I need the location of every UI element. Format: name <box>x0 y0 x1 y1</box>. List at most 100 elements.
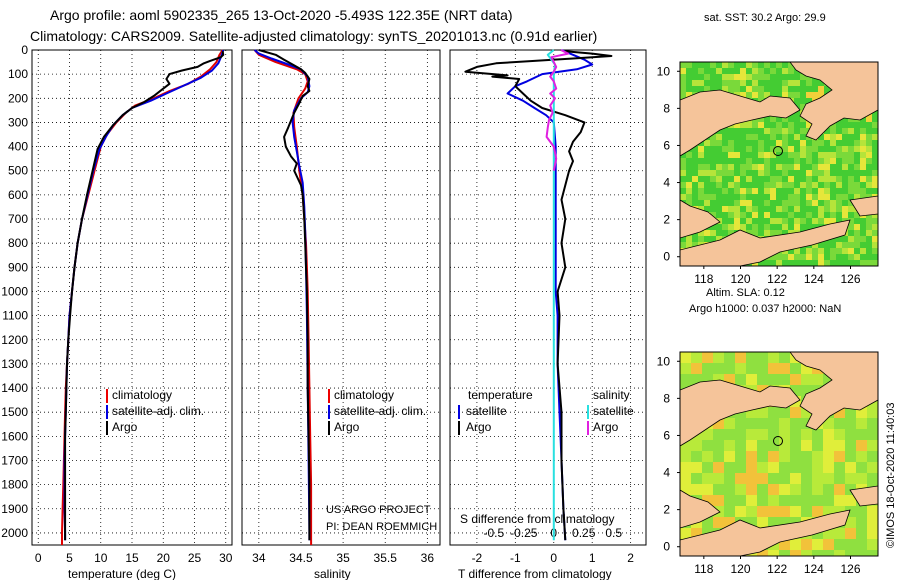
s-tick-label: 0.25 <box>572 526 596 540</box>
map-cell <box>728 182 734 188</box>
map-cell <box>794 176 800 182</box>
map-cell <box>752 170 758 176</box>
map-cell <box>854 194 860 200</box>
map-cell <box>782 80 788 86</box>
map-cell <box>860 128 866 134</box>
map-cell <box>830 122 836 128</box>
map-cell <box>845 429 856 440</box>
map-cell <box>823 550 834 556</box>
map-cell <box>824 86 830 92</box>
map-cell <box>794 212 800 218</box>
map-cell <box>860 242 866 248</box>
map-cell <box>836 146 842 152</box>
map-cell <box>702 462 713 473</box>
map-cell <box>735 418 746 429</box>
map-cell <box>680 484 691 495</box>
map-cell <box>818 86 824 92</box>
map-cell <box>794 248 800 254</box>
map-cell <box>867 506 878 517</box>
map-cell <box>845 528 856 539</box>
map-cell <box>794 146 800 152</box>
map-lon-tick-label: 124 <box>804 562 824 576</box>
map-cell <box>764 200 770 206</box>
map-cell <box>788 164 794 170</box>
map-cell <box>746 80 752 86</box>
map-cell <box>836 176 842 182</box>
map-lat-tick-label: 4 <box>663 176 670 190</box>
land-polygon <box>680 489 721 529</box>
map-cell <box>800 164 806 170</box>
map-cell <box>734 206 740 212</box>
map-cell <box>746 170 752 176</box>
map-cell <box>776 254 782 260</box>
map-cell <box>746 429 757 440</box>
map-cell <box>722 86 728 92</box>
depth-tick-label: 1600 <box>1 429 28 443</box>
series-s-satellite-line <box>546 49 556 541</box>
map-cell <box>848 176 854 182</box>
map-cell <box>686 164 692 170</box>
map-cell <box>710 146 716 152</box>
depth-tick-label: 500 <box>8 164 28 178</box>
map-cell <box>758 116 764 122</box>
map-cell <box>788 170 794 176</box>
map-cell <box>746 206 752 212</box>
map-cell <box>806 170 812 176</box>
map-cell <box>740 176 746 182</box>
map-cell <box>860 230 866 236</box>
map-cell <box>764 218 770 224</box>
map-cell <box>716 152 722 158</box>
series-s-argo-line <box>545 49 570 171</box>
map-cell <box>801 418 812 429</box>
map-cell <box>710 206 716 212</box>
map-cell <box>752 80 758 86</box>
depth-tick-label: 1100 <box>2 309 28 323</box>
map-cell <box>686 200 692 206</box>
map-cell <box>746 164 752 170</box>
map1-title: sat. SST: 30.2 Argo: 29.9 <box>704 12 826 24</box>
series-t-satellite-line <box>506 49 594 541</box>
depth-tick-label: 1400 <box>1 381 28 395</box>
map-cell <box>818 176 824 182</box>
map-cell <box>794 116 800 122</box>
map-cell <box>724 473 735 484</box>
map-cell <box>770 212 776 218</box>
map-cell <box>752 176 758 182</box>
map-cell <box>716 206 722 212</box>
map-cell <box>716 194 722 200</box>
map-cell <box>702 352 713 363</box>
map-cell <box>757 374 768 385</box>
map-cell <box>768 451 779 462</box>
map-lat-tick-label: 0 <box>663 540 670 554</box>
map-cell <box>735 484 746 495</box>
map-cell <box>758 218 764 224</box>
map-cell <box>686 158 692 164</box>
map-cell <box>691 462 702 473</box>
map-cell <box>830 212 836 218</box>
map-cell <box>722 158 728 164</box>
map-cell <box>812 248 818 254</box>
map-cell <box>713 440 724 451</box>
map-cell <box>867 451 878 462</box>
map-cell <box>691 440 702 451</box>
map-cell <box>842 176 848 182</box>
map-cell <box>680 68 686 74</box>
map-cell <box>680 62 686 68</box>
map-cell <box>724 506 735 517</box>
map-cell <box>818 140 824 146</box>
map-cell <box>842 140 848 146</box>
depth-tick-label: 700 <box>8 212 28 226</box>
map-cell <box>824 218 830 224</box>
map-cell <box>757 440 768 451</box>
map-cell <box>734 86 740 92</box>
map-cell <box>818 200 824 206</box>
map-cell <box>722 68 728 74</box>
map-cell <box>842 260 848 266</box>
map-cell <box>867 440 878 451</box>
map-cell <box>834 451 845 462</box>
map-cell <box>758 152 764 158</box>
map-cell <box>680 80 686 86</box>
map-cell <box>740 80 746 86</box>
map-cell <box>788 74 794 80</box>
map-cell <box>758 170 764 176</box>
